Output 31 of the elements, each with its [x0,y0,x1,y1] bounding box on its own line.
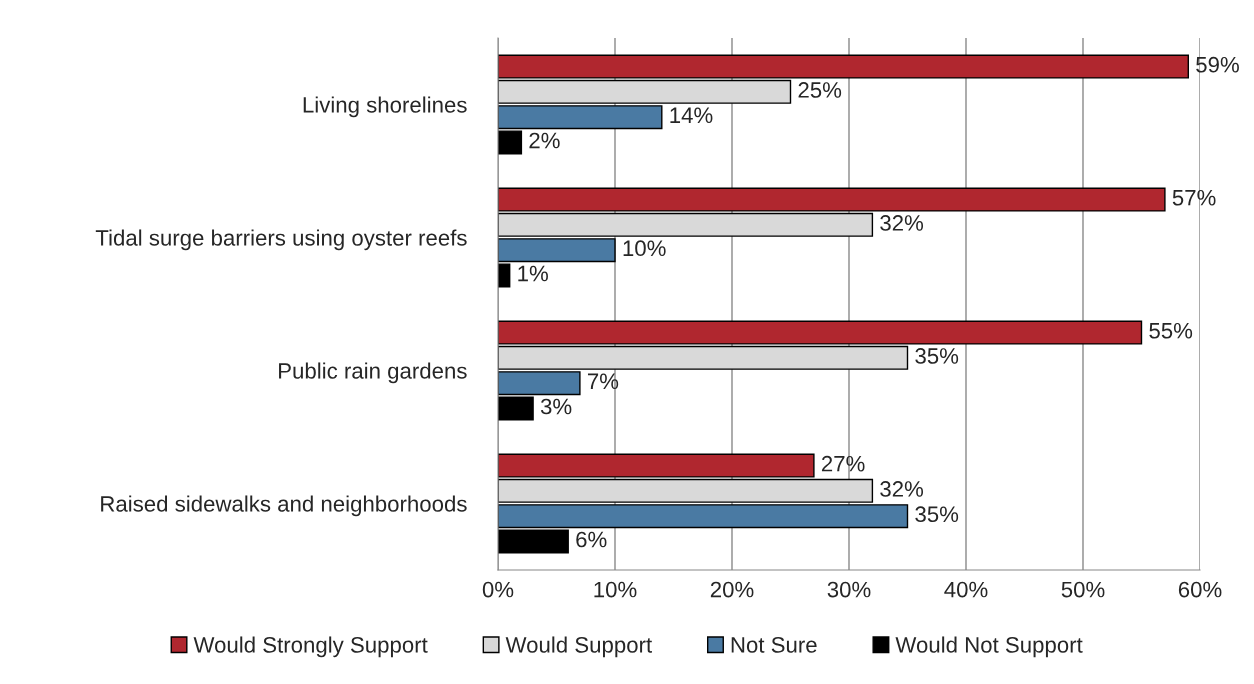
data-label: 32% [880,215,924,231]
x-tick-label: 40% [944,581,988,598]
data-label: 35% [915,348,959,364]
x-tick-label: 60% [1178,581,1222,598]
legend-label: Would Support [505,636,652,658]
y-tick-label: Public rain gardens [279,362,467,384]
y-tick-label: Living shorelines [303,96,467,118]
x-tick-label: 0% [482,581,514,598]
data-label: 1% [518,265,548,282]
data-label: 2% [529,132,560,149]
x-tick-label: 10% [594,581,637,598]
x-tick-label: 20% [710,581,754,598]
data-label: 6% [576,531,607,548]
data-label: 59% [1196,56,1239,73]
data-label: 27% [821,455,865,472]
data-label: 32% [880,481,924,497]
y-tick-label: Tidal surge barriers using oyster reefs [95,229,467,251]
legend-label: Would Strongly Support [193,636,428,658]
data-label: 7% [587,373,619,390]
data-label: 3% [540,398,572,415]
data-label: 10% [623,240,666,257]
x-tick-label: 50% [1061,581,1105,598]
legend-label: Would Not Support [895,636,1083,658]
data-label: 14% [670,107,713,124]
y-tick-label: Raised sidewalks and neighborhoods [101,495,467,517]
data-label: 25% [798,82,842,98]
legend-label: Not Sure [731,637,817,653]
data-label: 55% [1149,322,1193,339]
x-tick-label: 30% [827,581,871,598]
data-label: 35% [915,506,959,523]
data-label: 57% [1172,189,1216,206]
